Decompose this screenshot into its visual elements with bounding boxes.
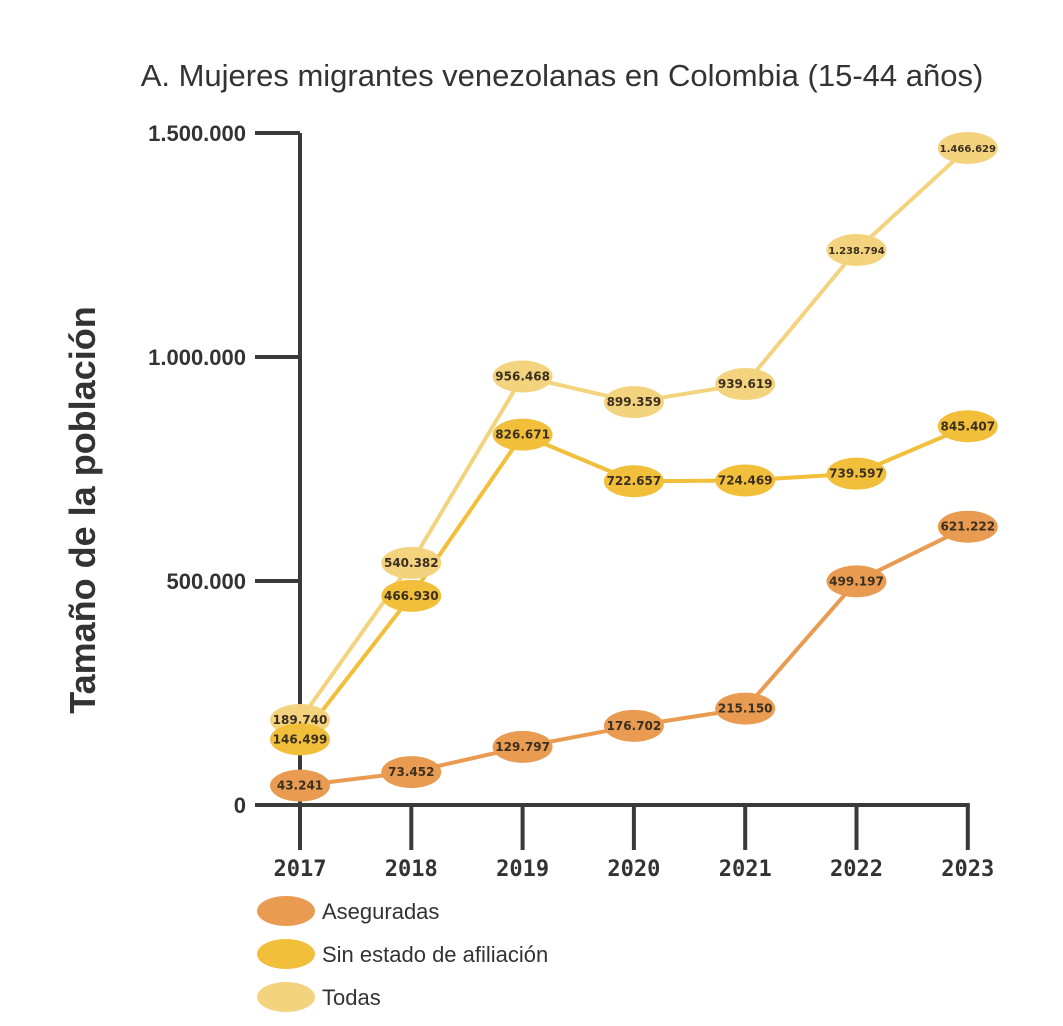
data-label: 939.619	[718, 377, 773, 391]
data-point	[715, 368, 776, 401]
data-label: 499.197	[829, 574, 884, 588]
data-label: 466.930	[384, 589, 439, 603]
legend-swatch	[257, 982, 315, 1012]
y-tick-label: 0	[234, 793, 246, 818]
data-label: 845.407	[940, 419, 995, 433]
data-point	[381, 756, 442, 789]
data-point	[381, 546, 442, 579]
data-point	[492, 360, 553, 393]
data-label: 826.671	[495, 428, 550, 442]
data-point	[492, 418, 553, 451]
y-tick-label: 1.500.000	[148, 121, 246, 146]
data-point	[381, 579, 442, 612]
x-tick-label: 2023	[941, 857, 994, 882]
x-tick-label: 2021	[719, 857, 772, 882]
axes: 0 500.000 1.000.000 1.500.000 2017 2018 2019 20…	[148, 121, 994, 882]
data-label: 176.702	[607, 719, 662, 733]
x-tick-label: 2022	[830, 857, 883, 882]
data-label: 1.466.629	[940, 144, 996, 155]
legend: Aseguradas Sin estado de afiliación Todas	[257, 896, 548, 1012]
y-tick-label: 1.000.000	[148, 345, 246, 370]
chart-title: A. Mujeres migrantes venezolanas en Colo…	[141, 58, 984, 93]
data-point	[492, 730, 553, 763]
data-label: 899.359	[607, 395, 662, 409]
data-point	[937, 510, 998, 543]
x-tick-label: 2017	[274, 857, 327, 882]
data-point	[603, 709, 664, 742]
data-point	[715, 464, 776, 497]
data-markers: 189.740 540.382 956.468 899.359 939.619 1.238…	[270, 131, 998, 802]
legend-label: Aseguradas	[322, 899, 439, 924]
data-point	[826, 457, 887, 490]
x-tick-label: 2018	[385, 857, 438, 882]
x-tick-label: 2020	[607, 857, 660, 882]
legend-label: Todas	[322, 985, 381, 1010]
data-label: 739.597	[829, 467, 884, 481]
data-point	[270, 723, 330, 756]
data-label: 215.150	[718, 702, 773, 716]
data-label: 43.241	[277, 779, 323, 793]
legend-swatch	[257, 939, 315, 969]
data-label: 724.469	[718, 473, 773, 487]
data-point	[270, 769, 330, 802]
data-label: 189.740	[273, 713, 328, 727]
data-label: 722.657	[607, 474, 662, 488]
data-point	[826, 234, 887, 267]
x-tick-label: 2019	[496, 857, 549, 882]
y-tick-label: 500.000	[166, 569, 246, 594]
data-label: 129.797	[495, 740, 550, 754]
legend-swatch	[257, 896, 315, 926]
data-label: 1.238.794	[828, 246, 884, 257]
series-line	[298, 146, 970, 722]
data-point	[603, 386, 664, 419]
data-point	[937, 410, 998, 443]
data-point	[937, 131, 998, 164]
data-point	[715, 692, 776, 725]
data-point	[826, 565, 887, 598]
legend-label: Sin estado de afiliación	[322, 942, 548, 967]
data-label: 956.468	[495, 370, 550, 384]
data-label: 621.222	[940, 520, 995, 534]
y-axis-label: Tamaño de la población	[62, 306, 103, 713]
data-point	[603, 465, 664, 498]
data-label: 540.382	[384, 556, 439, 570]
data-label: 146.499	[273, 732, 328, 746]
data-label: 73.452	[388, 765, 434, 779]
